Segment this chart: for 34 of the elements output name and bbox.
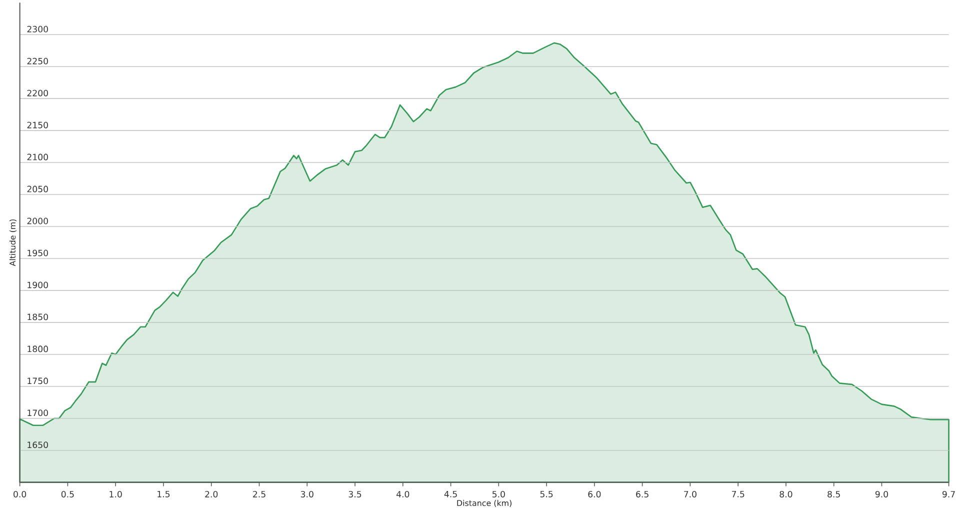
x-tick-label: 5.0 [492,490,505,498]
x-tick-label: 7.0 [684,490,696,498]
y-tick-label: 2050 [27,186,48,192]
y-tick-label: 1650 [28,442,48,448]
x-tick-label: 3.5 [348,490,362,498]
x-tick-label: 9.0 [875,490,888,498]
x-tick-label: 0.5 [61,490,74,498]
y-tick-label: 1900 [28,282,48,288]
y-tick-label: 2100 [27,154,48,160]
x-tick-label: 9.7 [942,490,955,498]
x-tick-label: 0.0 [14,490,26,498]
x-tick-label: 1.0 [110,490,122,498]
x-tick-label: 8.5 [828,490,840,498]
x-tick-label: 1.5 [158,490,170,498]
y-tick-label: 2200 [27,90,48,96]
y-tick-label: 1850 [28,314,48,320]
y-tick-label: 1700 [28,410,48,416]
y-tick-label: 2250 [27,58,48,64]
x-tick-label: 6.0 [588,490,601,498]
y-tick-label: 2300 [27,26,48,32]
y-tick-label: 1750 [28,378,48,384]
x-tick-label: 3.0 [300,490,314,498]
y-tick-label: 1800 [28,346,48,352]
x-tick-label: 6.5 [636,490,648,498]
y-tick-label: 1950 [28,250,48,256]
x-tick-label: 2.0 [205,490,218,498]
y-tick-label: 2150 [27,122,48,128]
x-tick-label: 4.5 [444,490,457,498]
x-tick-label: 2.5 [253,490,266,498]
x-tick-label: 4.0 [396,490,410,498]
x-tick-label: 5.5 [540,490,553,498]
y-tick-label: 2000 [27,218,48,224]
x-tick-label: 8.0 [780,490,792,498]
x-tick-label: 7.5 [732,490,744,498]
